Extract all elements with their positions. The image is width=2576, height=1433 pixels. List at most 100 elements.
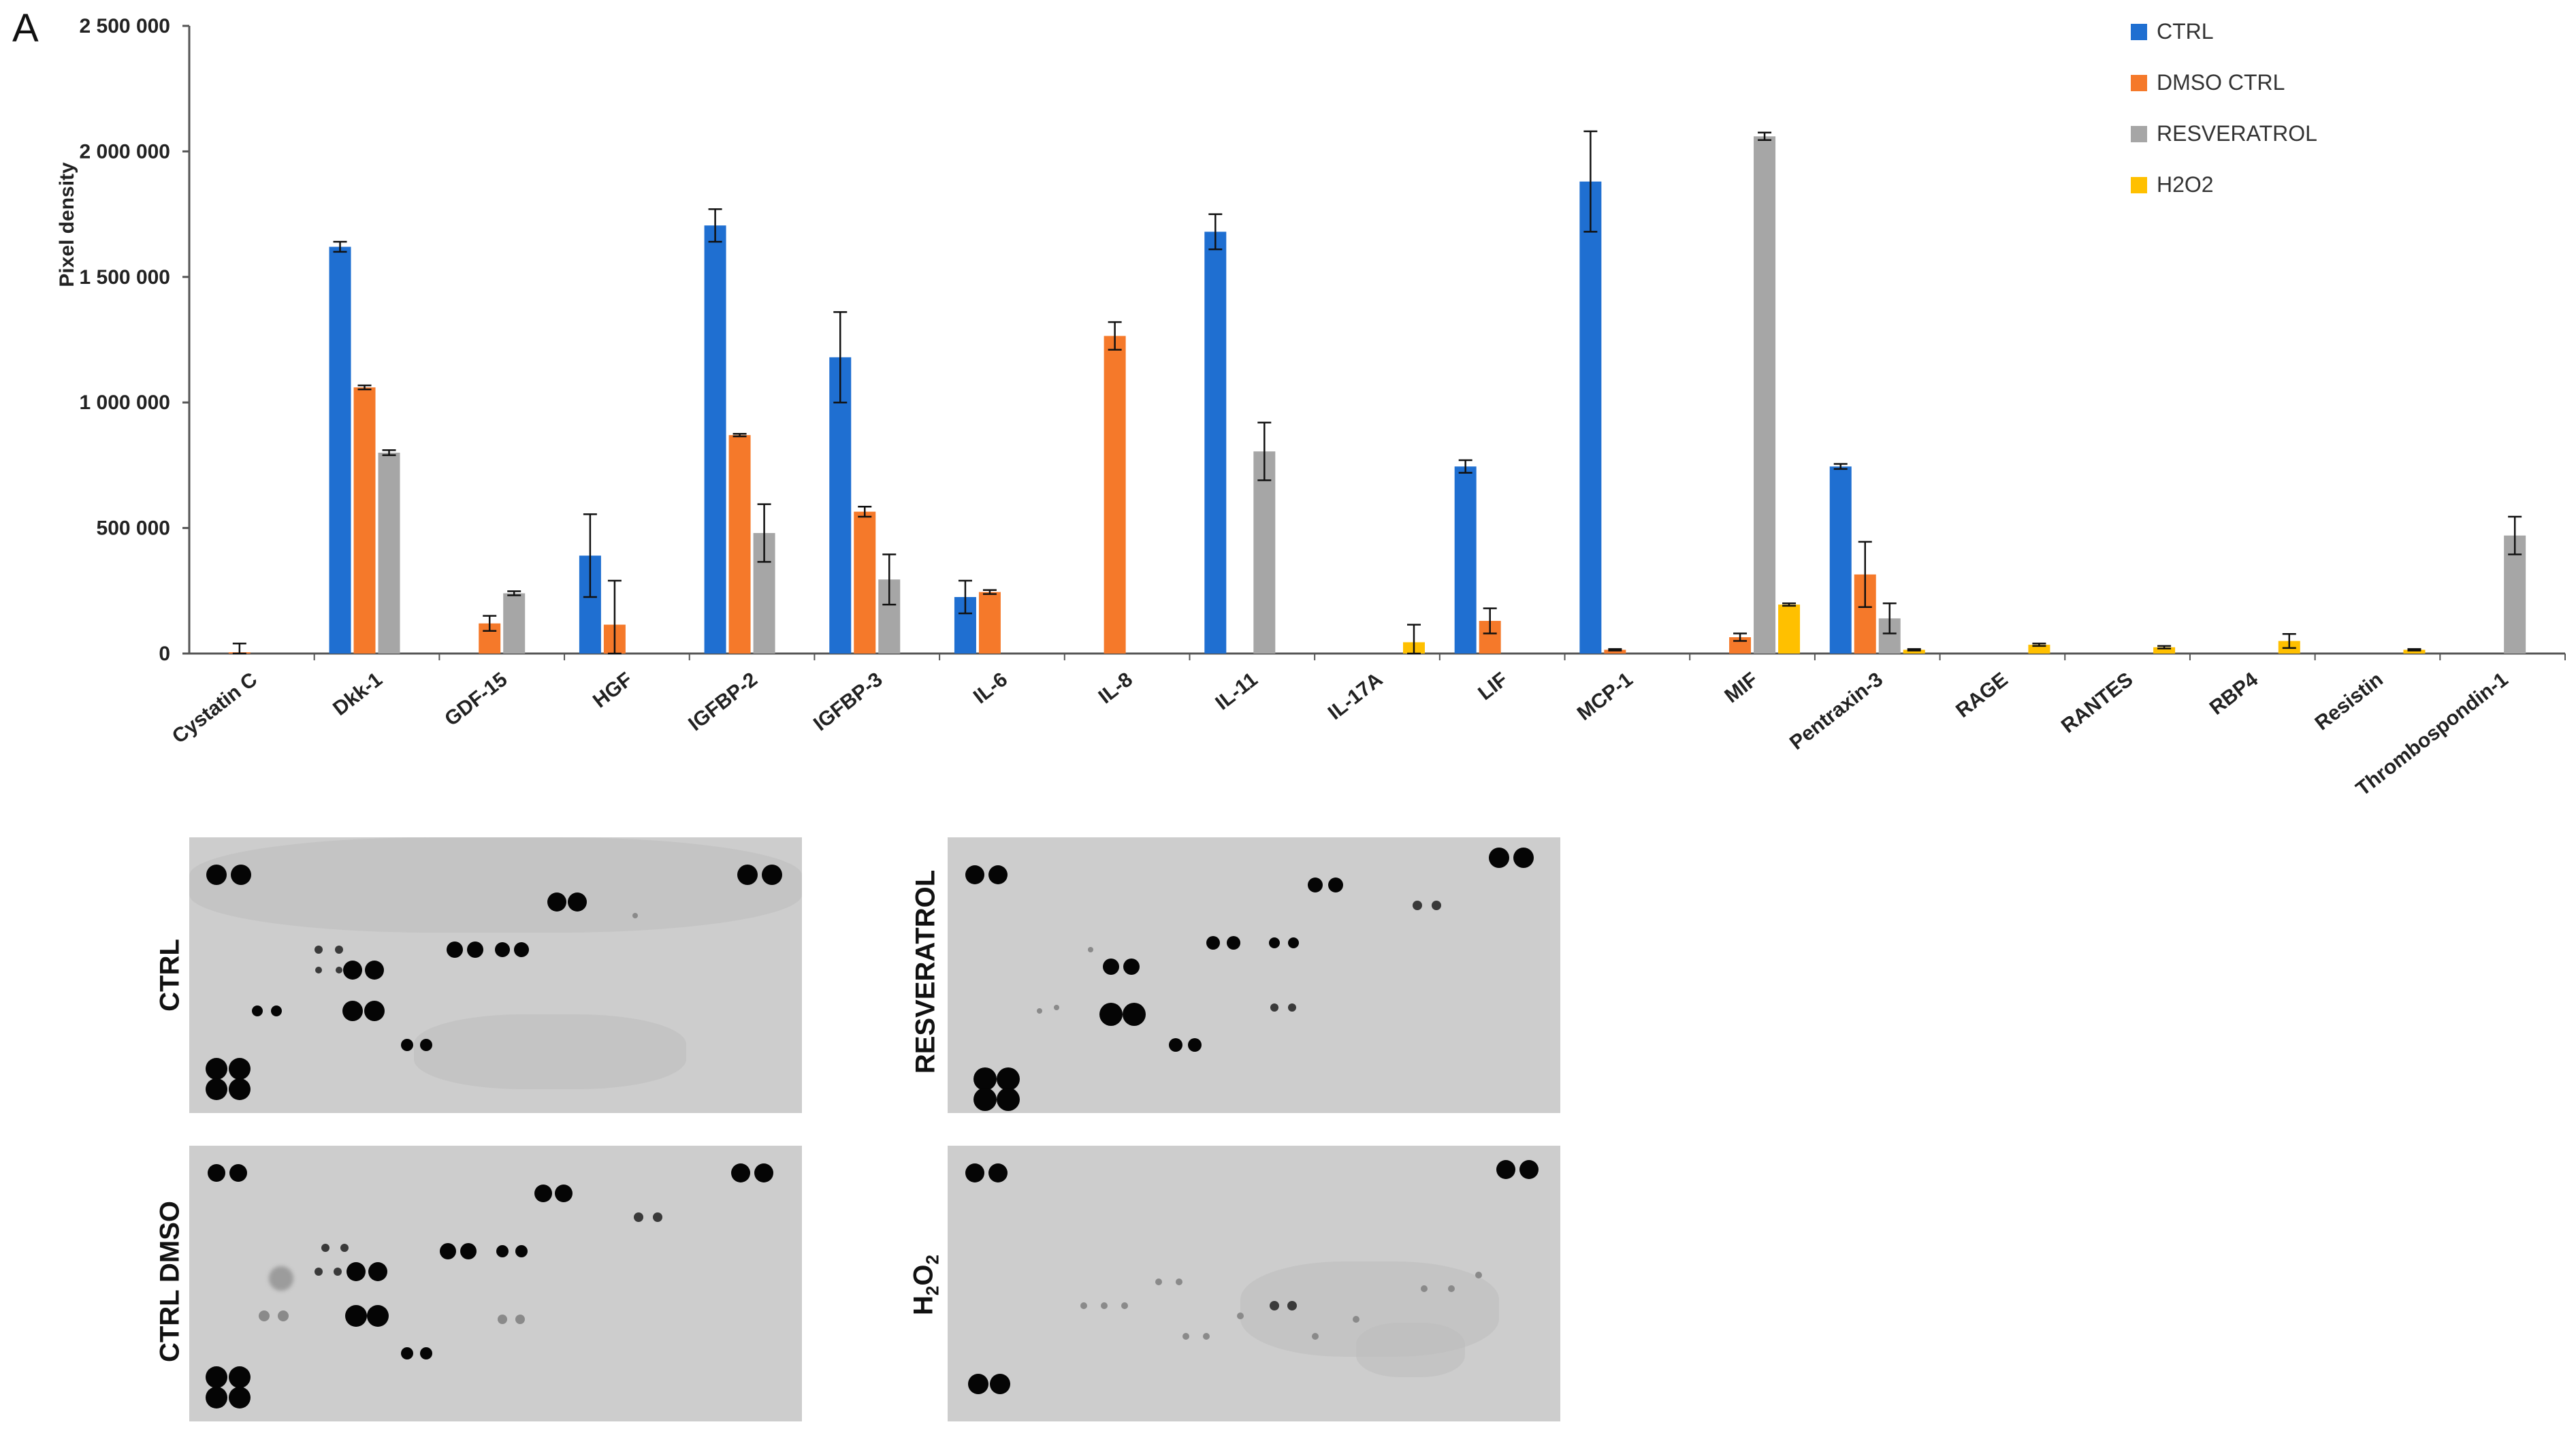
- bar-h2o2: [2153, 647, 2176, 654]
- bar-ctrl: [1454, 466, 1477, 654]
- blot-spot: [1155, 1278, 1162, 1285]
- legend-label: DMSO CTRL: [2157, 70, 2285, 95]
- blot-spot: [440, 1243, 456, 1259]
- blot-spot: [555, 1185, 573, 1202]
- blot-spot: [1353, 1316, 1359, 1323]
- blot-spot: [401, 1347, 413, 1359]
- blot-spot: [365, 961, 384, 980]
- blot-spot: [1413, 901, 1422, 910]
- blot-spot: [762, 865, 782, 885]
- blot-spot: [278, 1310, 289, 1321]
- blot-label-resveratrol: RESVERATROL: [910, 869, 941, 1074]
- blot-spot: [229, 1164, 247, 1182]
- blot-spot: [1123, 1003, 1146, 1026]
- x-tick-label: RAGE: [1952, 669, 2012, 722]
- blot-spot: [460, 1243, 477, 1259]
- blot-spot: [1475, 1272, 1482, 1278]
- blot-spot: [1101, 1302, 1108, 1309]
- bar-ctrl: [1204, 231, 1227, 654]
- blot-spot: [1308, 877, 1323, 892]
- blot-spot: [1288, 1003, 1296, 1012]
- blot-spot: [1227, 936, 1240, 950]
- x-tick-label: RANTES: [2057, 669, 2138, 738]
- x-tick-label: IL-6: [969, 669, 1012, 709]
- x-tick-label: IL-8: [1095, 669, 1137, 709]
- blot-ctrl-dmso: [189, 1146, 802, 1421]
- blot-spot: [467, 941, 483, 958]
- blot-spot: [447, 941, 463, 958]
- bar-ctrl: [1579, 181, 1602, 654]
- blot-spot: [990, 1374, 1010, 1394]
- blot-spot: [206, 1387, 227, 1408]
- x-tick-label: LIF: [1474, 669, 1512, 705]
- blot-spot: [965, 865, 984, 884]
- x-tick-label: HGF: [589, 669, 637, 713]
- h2o2-h: H: [908, 1295, 939, 1315]
- bar-dmso-ctrl: [978, 592, 1001, 654]
- blot-background-noise: [189, 837, 802, 933]
- blot-spot: [229, 1387, 251, 1408]
- blot-spot: [498, 1315, 507, 1324]
- blot-spot: [632, 913, 638, 918]
- y-tick-label: 1 500 000: [80, 266, 170, 289]
- blot-spot: [1182, 1333, 1189, 1340]
- h2o2-o: O: [908, 1264, 939, 1286]
- x-tick-label: Resistin: [2311, 669, 2387, 735]
- blot-spot: [1328, 877, 1343, 892]
- blot-spot: [1037, 1008, 1042, 1014]
- blot-spot: [1448, 1285, 1455, 1292]
- bar-h2o2: [2028, 645, 2050, 654]
- bar-resveratrol: [378, 452, 400, 654]
- legend-label: H2O2: [2157, 172, 2214, 197]
- blot-spot: [252, 1005, 263, 1016]
- x-tick-label: IL-17A: [1324, 669, 1387, 724]
- blot-spot: [1103, 959, 1119, 975]
- chart-bars: [228, 136, 2526, 654]
- blot-spot: [1237, 1313, 1244, 1319]
- blot-spot: [514, 942, 529, 957]
- x-tick-label: RBP4: [2206, 668, 2263, 719]
- blot-spot: [345, 1305, 367, 1327]
- panel-label: A: [12, 6, 39, 50]
- x-tick-labels: Cystatin C Dkk-1 GDF-15 HGF IGFBP-2 IGFBP-3 IL…: [168, 654, 2566, 801]
- bar-dmso-ctrl: [353, 387, 376, 654]
- blot-spot: [315, 946, 323, 954]
- h2o2-sub-2: 2: [922, 1255, 943, 1265]
- blot-spot: [229, 1366, 251, 1388]
- legend-swatch: [2131, 177, 2147, 193]
- blot-spot: [335, 946, 343, 954]
- bar-h2o2: [1903, 649, 1925, 654]
- bar-h2o2: [1778, 605, 1801, 654]
- chart-axes: [188, 26, 2565, 655]
- blot-spot: [653, 1212, 662, 1222]
- x-tick-label: Pentraxin-3: [1786, 669, 1887, 755]
- blot-spot: [988, 1163, 1008, 1182]
- h2o2-sub-1: 2: [922, 1285, 943, 1296]
- y-tick-label: 0: [159, 643, 170, 665]
- y-axis-label: Pixel density: [56, 162, 78, 287]
- blot-spot: [1513, 848, 1534, 868]
- blot-spot: [271, 1005, 282, 1016]
- legend-label: CTRL: [2157, 19, 2214, 44]
- bar-dmso-ctrl: [854, 511, 876, 654]
- blot-spot: [206, 865, 227, 885]
- x-tick-label: MIF: [1720, 669, 1762, 708]
- blot-spot: [229, 1078, 251, 1100]
- blot-spot: [347, 1262, 366, 1281]
- blot-spot: [1270, 1003, 1278, 1012]
- blot-spot: [988, 865, 1008, 884]
- legend-label: RESVERATROL: [2157, 121, 2317, 146]
- bar-ctrl: [704, 225, 726, 654]
- blot-spot: [1269, 937, 1280, 948]
- blot-spot: [997, 1067, 1020, 1091]
- blot-spot: [754, 1163, 773, 1182]
- blot-spot: [1432, 901, 1441, 910]
- blot-label-h2o2: H2O2: [909, 1244, 944, 1326]
- blot-spot: [1496, 1160, 1515, 1179]
- blot-spot: [1188, 1038, 1202, 1052]
- bar-chart: 0 500 000 1 000 000 1 500 000 2 000 000 2 500…: [56, 15, 2566, 801]
- blot-spot: [997, 1088, 1020, 1111]
- blot-spot: [364, 1001, 385, 1021]
- blot-spot: [973, 1088, 997, 1111]
- blot-spot: [1312, 1333, 1319, 1340]
